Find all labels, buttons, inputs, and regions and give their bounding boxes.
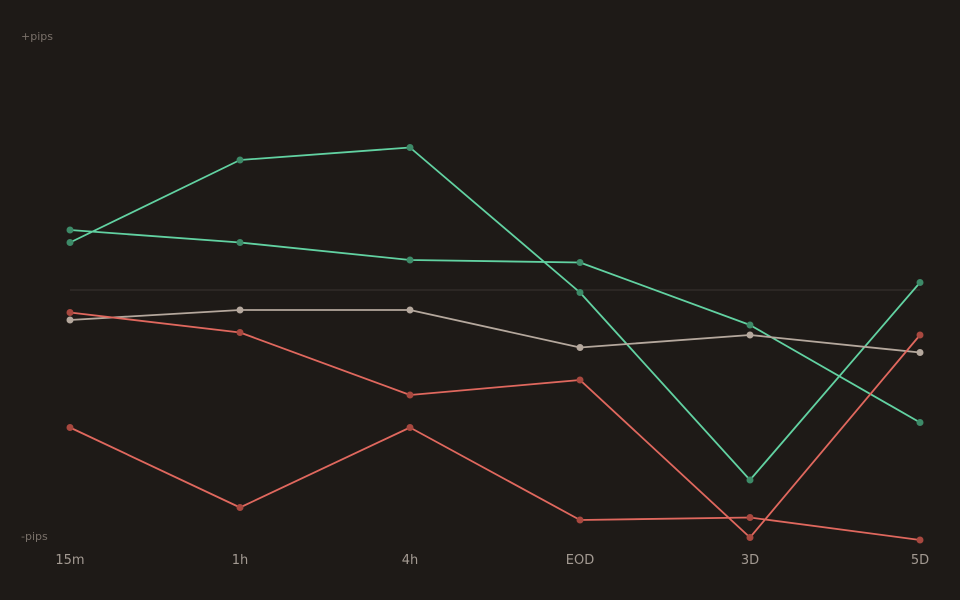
y-bottom-label: -pips [21,530,48,543]
series-4-point [66,309,74,316]
series-2-line [69,229,921,424]
series-2-point [576,259,584,266]
series-4-point [236,329,244,336]
series-5-point [916,536,924,544]
series-5-point [406,424,414,431]
series-2-point [236,239,244,246]
series-2 [66,226,924,426]
series-layer [66,144,924,544]
series-3-point [576,344,584,351]
series-3 [66,306,924,356]
series-2-point [746,321,754,329]
series-1-point [406,144,414,151]
series-3-point [746,331,754,339]
series-3-line [69,309,921,354]
series-5 [66,424,924,544]
series-1-point [236,156,244,164]
series-5-point [66,424,74,431]
series-4-point [746,534,754,541]
series-2-point [406,256,414,264]
series-3-point [236,306,244,314]
series-5-point [746,514,754,521]
series-1-point [576,289,584,296]
series-5-line [69,426,921,541]
series-2-point [66,226,74,234]
series-1-line [69,146,921,481]
series-3-point [406,306,414,314]
series-2-point [916,419,924,426]
x-tick-label: 5D [911,553,929,568]
x-tick-label: 15m [55,553,84,568]
series-4-point [576,376,584,384]
series-5-point [576,516,584,524]
series-1 [66,144,924,484]
x-tick-label: 3D [741,553,759,568]
x-tick-label: 4h [402,553,419,568]
x-tick-label: 1h [232,553,249,568]
series-1-point [916,279,924,286]
series-3-point [66,316,74,324]
series-4-point [406,391,414,399]
x-tick-label: EOD [566,553,594,568]
y-top-label: +pips [21,30,53,43]
series-5-point [236,504,244,511]
series-3-point [916,349,924,356]
x-tick-layer: 15m 1h 4h EOD 3D 5D [55,553,929,568]
series-1-point [66,239,74,246]
series-4 [66,309,924,541]
series-4-point [916,331,924,339]
series-1-point [746,476,754,484]
series-4-line [69,311,921,539]
